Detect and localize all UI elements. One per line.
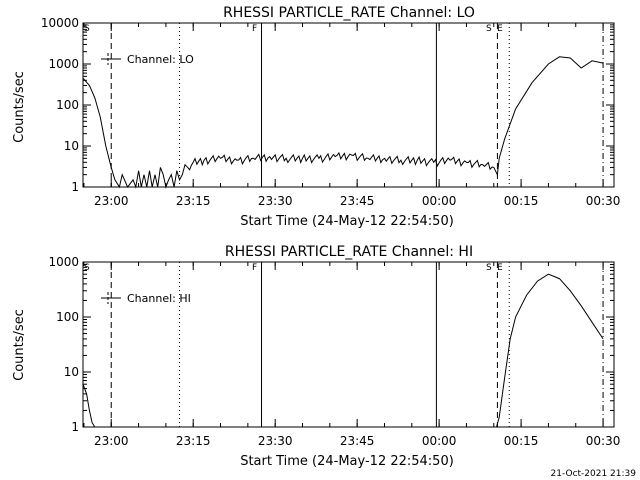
- xtick-label: 23:30: [258, 194, 293, 208]
- panel-hi-s-left-label: S: [84, 263, 90, 273]
- footer-date: 21-Oct-2021 21:39: [551, 469, 637, 479]
- ytick-label: 100: [56, 310, 79, 324]
- xtick-label: 23:00: [94, 434, 129, 448]
- xtick-label: 00:15: [504, 434, 539, 448]
- panel-lo-f-label: F: [252, 24, 257, 34]
- ytick-label: 1000: [48, 255, 79, 269]
- xtick-label: 23:45: [340, 434, 375, 448]
- ytick-label: 10: [64, 139, 79, 153]
- ytick-label: 1000: [48, 57, 79, 71]
- ytick-label: 10: [64, 365, 79, 379]
- panel-lo-legend-text: Channel: LO: [127, 53, 194, 66]
- series-line-hi-early: [82, 384, 96, 428]
- ytick-label: 100: [56, 98, 79, 112]
- series-line-lo: [82, 56, 604, 189]
- xtick-label: 23:45: [340, 194, 375, 208]
- xtick-label: 00:30: [586, 194, 621, 208]
- ytick-label: 1: [71, 420, 79, 434]
- panel-hi-e-label: E: [497, 263, 503, 273]
- xtick-label: 00:30: [586, 434, 621, 448]
- series-line-hi-late: [496, 273, 604, 428]
- xtick-label: 00:15: [504, 194, 539, 208]
- panel-lo: RHESSI PARTICLE_RATE Channel: LO Counts/…: [12, 5, 620, 229]
- panel-hi: RHESSI PARTICLE_RATE Channel: HI Counts/…: [12, 244, 620, 469]
- panel-lo-ylabel: Counts/sec: [12, 71, 27, 143]
- xtick-label: 00:00: [422, 194, 457, 208]
- xtick-label: 23:15: [176, 434, 211, 448]
- panel-hi-legend-text: Channel: HI: [127, 292, 191, 305]
- panel-hi-xlabel: Start Time (24-May-12 22:54:50): [240, 454, 454, 469]
- ytick-label: 10000: [41, 16, 79, 30]
- panel-hi-title: RHESSI PARTICLE_RATE Channel: HI: [225, 244, 473, 260]
- panel-lo-title: RHESSI PARTICLE_RATE Channel: LO: [223, 5, 475, 21]
- panel-hi-frame: [82, 261, 615, 428]
- ytick-label: 1: [71, 180, 79, 194]
- panel-hi-f-label: F: [252, 263, 257, 273]
- xtick-label: 23:30: [258, 434, 293, 448]
- panel-hi-ylabel: Counts/sec: [12, 309, 27, 381]
- panel-lo-s-label: S: [486, 24, 492, 34]
- panel-lo-e-label: E: [497, 24, 503, 34]
- xtick-label: 00:00: [422, 434, 457, 448]
- panel-hi-s-label: S: [486, 263, 492, 273]
- xtick-label: 23:15: [176, 194, 211, 208]
- panel-lo-xlabel: Start Time (24-May-12 22:54:50): [240, 214, 454, 229]
- xtick-label: 23:00: [94, 194, 129, 208]
- panel-lo-frame: [82, 22, 615, 188]
